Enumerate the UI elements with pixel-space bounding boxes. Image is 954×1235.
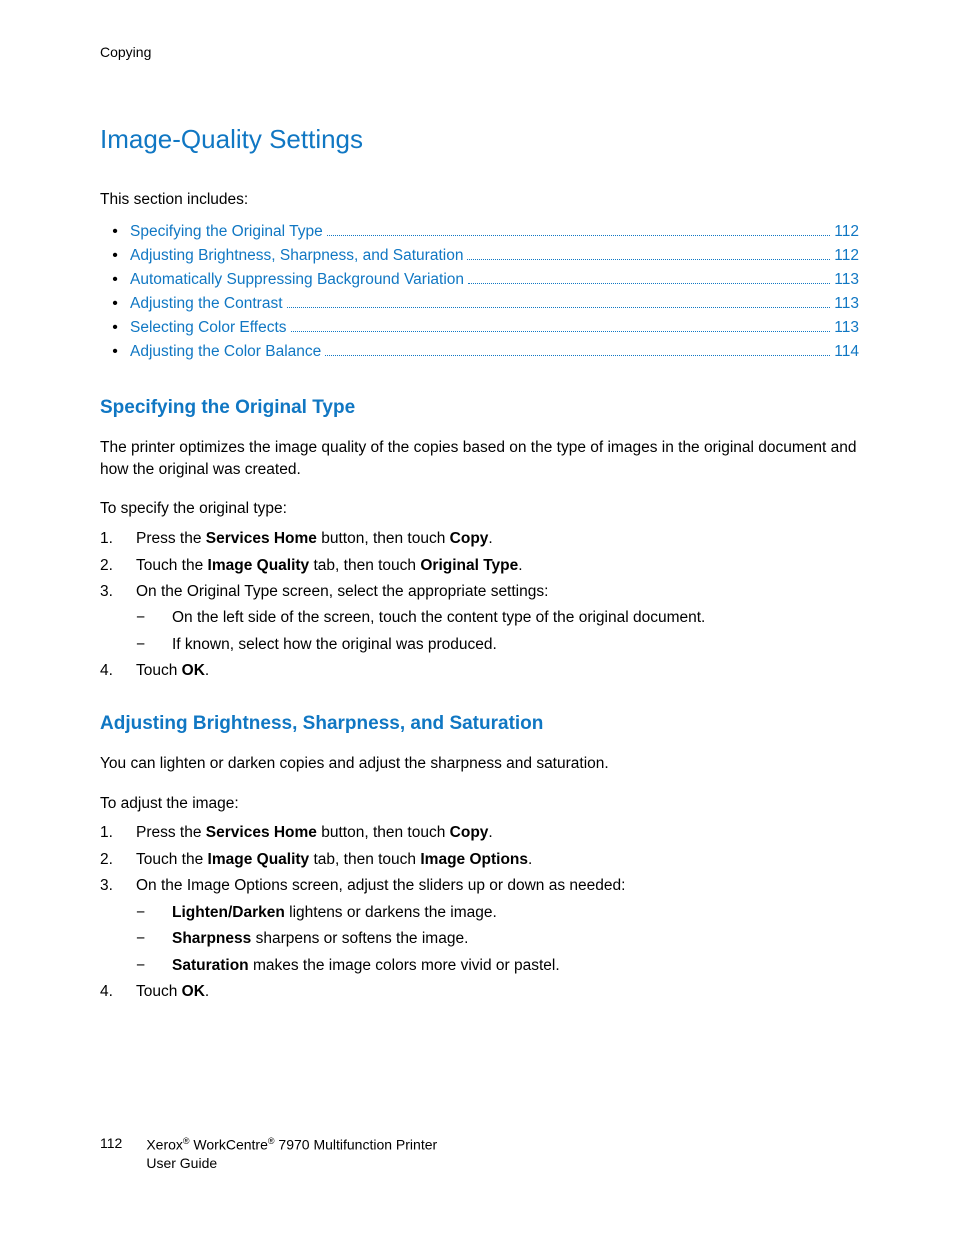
bullet-icon: •	[100, 223, 130, 241]
list-number: 2.	[100, 555, 136, 577]
toc-page-number[interactable]: 114	[834, 343, 859, 361]
registered-icon: ®	[183, 1136, 190, 1146]
list-number: 2.	[100, 849, 136, 871]
sub-list-text: Lighten/Darken lightens or darkens the i…	[172, 902, 859, 924]
bullet-icon: •	[100, 295, 130, 313]
toc-link[interactable]: Adjusting Brightness, Sharpness, and Sat…	[130, 247, 463, 265]
sub-list-text: If known, select how the original was pr…	[172, 634, 859, 656]
toc-leader	[327, 235, 831, 236]
sub-list-text: Sharpness sharpens or softens the image.	[172, 928, 859, 950]
header-section-label: Copying	[100, 44, 859, 60]
toc-item: • Selecting Color Effects 113	[100, 319, 859, 337]
footer-text: Xerox® WorkCentre® 7970 Multifunction Pr…	[146, 1135, 437, 1173]
list-text: Press the Services Home button, then tou…	[136, 528, 859, 550]
list-item: 3. On the Original Type screen, select t…	[100, 581, 859, 603]
list-item: 4. Touch OK.	[100, 660, 859, 682]
ordered-list: 1. Press the Services Home button, then …	[100, 528, 859, 683]
toc-leader	[325, 355, 830, 356]
sub-list-text: On the left side of the screen, touch th…	[172, 607, 859, 629]
bullet-icon: •	[100, 271, 130, 289]
list-number: 1.	[100, 822, 136, 844]
list-item: 1. Press the Services Home button, then …	[100, 822, 859, 844]
footer: 112 Xerox® WorkCentre® 7970 Multifunctio…	[100, 1135, 437, 1173]
toc-item: • Adjusting the Color Balance 114	[100, 343, 859, 361]
page-heading: Image-Quality Settings	[100, 124, 859, 155]
list-text: On the Image Options screen, adjust the …	[136, 875, 859, 897]
sub-list-item: − Sharpness sharpens or softens the imag…	[100, 928, 859, 950]
table-of-contents: • Specifying the Original Type 112 • Adj…	[100, 223, 859, 361]
sub-list-item: − On the left side of the screen, touch …	[100, 607, 859, 629]
list-number: 3.	[100, 581, 136, 603]
body-text: You can lighten or darken copies and adj…	[100, 753, 859, 775]
toc-link[interactable]: Adjusting the Color Balance	[130, 343, 321, 361]
list-text: Touch OK.	[136, 981, 859, 1003]
registered-icon: ®	[268, 1136, 275, 1146]
toc-page-number[interactable]: 112	[834, 247, 859, 265]
toc-item: • Adjusting Brightness, Sharpness, and S…	[100, 247, 859, 265]
toc-item: • Adjusting the Contrast 113	[100, 295, 859, 313]
bullet-icon: •	[100, 319, 130, 337]
toc-page-number[interactable]: 113	[834, 295, 859, 313]
sub-list-item: − Saturation makes the image colors more…	[100, 955, 859, 977]
dash-icon: −	[136, 928, 172, 950]
list-number: 1.	[100, 528, 136, 550]
body-text: To specify the original type:	[100, 498, 859, 520]
section-heading-brightness: Adjusting Brightness, Sharpness, and Sat…	[100, 713, 859, 735]
list-text: Touch the Image Quality tab, then touch …	[136, 555, 859, 577]
list-number: 3.	[100, 875, 136, 897]
list-item: 3. On the Image Options screen, adjust t…	[100, 875, 859, 897]
toc-leader	[467, 259, 830, 260]
toc-link[interactable]: Specifying the Original Type	[130, 223, 323, 241]
bullet-icon: •	[100, 247, 130, 265]
sub-list-item: − Lighten/Darken lightens or darkens the…	[100, 902, 859, 924]
toc-leader	[287, 307, 831, 308]
bullet-icon: •	[100, 343, 130, 361]
sub-list-item: − If known, select how the original was …	[100, 634, 859, 656]
toc-item: • Automatically Suppressing Background V…	[100, 271, 859, 289]
toc-page-number[interactable]: 113	[834, 319, 859, 337]
dash-icon: −	[136, 634, 172, 656]
dash-icon: −	[136, 955, 172, 977]
list-text: Press the Services Home button, then tou…	[136, 822, 859, 844]
section-heading-original-type: Specifying the Original Type	[100, 397, 859, 419]
toc-page-number[interactable]: 113	[834, 271, 859, 289]
list-text: Touch OK.	[136, 660, 859, 682]
toc-leader	[291, 331, 831, 332]
list-item: 1. Press the Services Home button, then …	[100, 528, 859, 550]
list-number: 4.	[100, 660, 136, 682]
dash-icon: −	[136, 607, 172, 629]
toc-leader	[468, 283, 830, 284]
list-text: On the Original Type screen, select the …	[136, 581, 859, 603]
toc-link[interactable]: Adjusting the Contrast	[130, 295, 283, 313]
ordered-list: 1. Press the Services Home button, then …	[100, 822, 859, 1003]
body-text: To adjust the image:	[100, 793, 859, 815]
toc-link[interactable]: Selecting Color Effects	[130, 319, 287, 337]
toc-page-number[interactable]: 112	[834, 223, 859, 241]
body-text: The printer optimizes the image quality …	[100, 437, 859, 480]
sub-list-text: Saturation makes the image colors more v…	[172, 955, 859, 977]
list-item: 2. Touch the Image Quality tab, then tou…	[100, 555, 859, 577]
toc-link[interactable]: Automatically Suppressing Background Var…	[130, 271, 464, 289]
intro-text: This section includes:	[100, 191, 859, 209]
list-item: 4. Touch OK.	[100, 981, 859, 1003]
list-number: 4.	[100, 981, 136, 1003]
toc-item: • Specifying the Original Type 112	[100, 223, 859, 241]
list-text: Touch the Image Quality tab, then touch …	[136, 849, 859, 871]
footer-page-number: 112	[100, 1135, 122, 1151]
list-item: 2. Touch the Image Quality tab, then tou…	[100, 849, 859, 871]
dash-icon: −	[136, 902, 172, 924]
